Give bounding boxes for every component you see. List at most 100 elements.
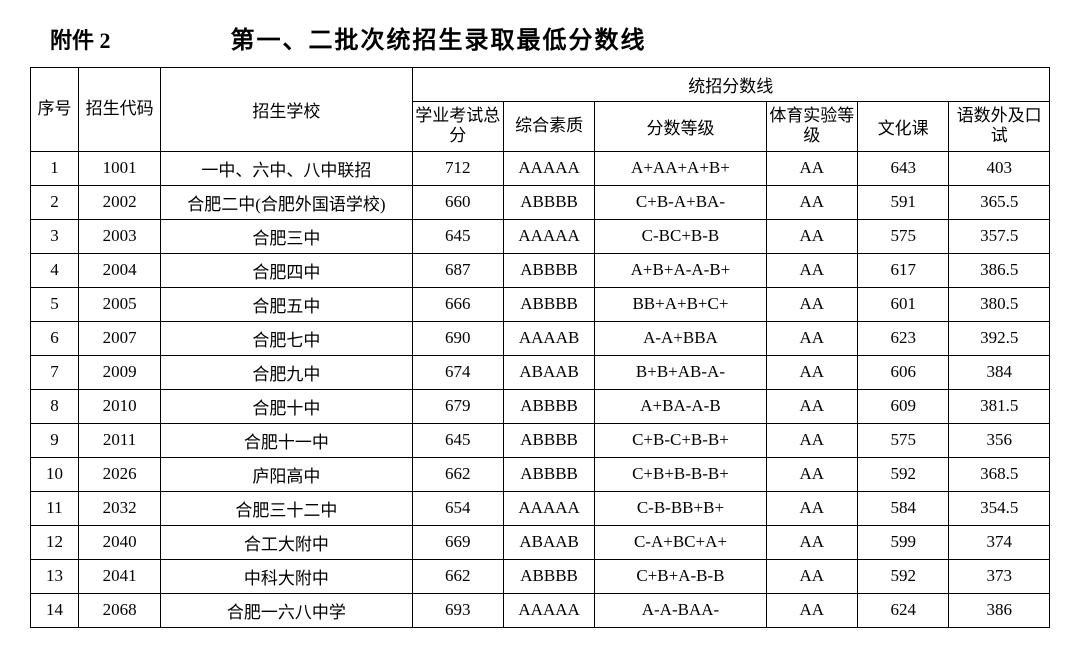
cell-lang: 354.5 bbox=[949, 491, 1050, 525]
cell-lang: 384 bbox=[949, 355, 1050, 389]
cell-total: 693 bbox=[412, 593, 503, 627]
cell-code: 2032 bbox=[78, 491, 160, 525]
cell-total: 654 bbox=[412, 491, 503, 525]
cell-school: 合肥一六八中学 bbox=[161, 593, 412, 627]
cell-quality: ABBBB bbox=[503, 457, 594, 491]
cell-quality: ABBBB bbox=[503, 389, 594, 423]
cell-pe: AA bbox=[766, 253, 857, 287]
cell-culture: 599 bbox=[858, 525, 949, 559]
cell-total: 679 bbox=[412, 389, 503, 423]
cell-school: 合肥十中 bbox=[161, 389, 412, 423]
cell-code: 2026 bbox=[78, 457, 160, 491]
table-row: 42004合肥四中687ABBBBA+B+A-A-B+AA617386.5 bbox=[31, 253, 1050, 287]
cell-total: 674 bbox=[412, 355, 503, 389]
cell-seq: 14 bbox=[31, 593, 79, 627]
attachment-label: 附件 2 bbox=[50, 23, 111, 55]
cell-code: 2041 bbox=[78, 559, 160, 593]
cell-school: 合肥七中 bbox=[161, 321, 412, 355]
cell-grade: C+B-C+B-B+ bbox=[595, 423, 766, 457]
cell-quality: ABBBB bbox=[503, 287, 594, 321]
cell-lang: 392.5 bbox=[949, 321, 1050, 355]
cell-pe: AA bbox=[766, 457, 857, 491]
cell-quality: ABBBB bbox=[503, 423, 594, 457]
cell-total: 660 bbox=[412, 185, 503, 219]
cell-code: 2002 bbox=[78, 185, 160, 219]
cell-pe: AA bbox=[766, 423, 857, 457]
cell-culture: 575 bbox=[858, 423, 949, 457]
table-row: 52005合肥五中666ABBBBBB+A+B+C+AA601380.5 bbox=[31, 287, 1050, 321]
table-row: 112032合肥三十二中654AAAAAC-B-BB+B+AA584354.5 bbox=[31, 491, 1050, 525]
cell-total: 687 bbox=[412, 253, 503, 287]
cell-culture: 584 bbox=[858, 491, 949, 525]
cell-total: 666 bbox=[412, 287, 503, 321]
cell-code: 2011 bbox=[78, 423, 160, 457]
cell-quality: AAAAA bbox=[503, 593, 594, 627]
cell-grade: C+B+A-B-B bbox=[595, 559, 766, 593]
cell-pe: AA bbox=[766, 185, 857, 219]
cell-lang: 374 bbox=[949, 525, 1050, 559]
cell-seq: 12 bbox=[31, 525, 79, 559]
cell-grade: B+B+AB-A- bbox=[595, 355, 766, 389]
col-code-header: 招生代码 bbox=[78, 68, 160, 152]
cell-school: 合肥二中(合肥外国语学校) bbox=[161, 185, 412, 219]
col-pe-header: 体育实验等级 bbox=[766, 102, 857, 152]
cell-grade: BB+A+B+C+ bbox=[595, 287, 766, 321]
cell-culture: 624 bbox=[858, 593, 949, 627]
table-row: 72009合肥九中674ABAABB+B+AB-A-AA606384 bbox=[31, 355, 1050, 389]
col-total-header: 学业考试总分 bbox=[412, 102, 503, 152]
cell-quality: ABBBB bbox=[503, 559, 594, 593]
cell-code: 2009 bbox=[78, 355, 160, 389]
cell-seq: 3 bbox=[31, 219, 79, 253]
cell-total: 712 bbox=[412, 151, 503, 185]
cell-pe: AA bbox=[766, 491, 857, 525]
cell-seq: 11 bbox=[31, 491, 79, 525]
cell-seq: 6 bbox=[31, 321, 79, 355]
cell-total: 690 bbox=[412, 321, 503, 355]
cell-lang: 386.5 bbox=[949, 253, 1050, 287]
cell-lang: 356 bbox=[949, 423, 1050, 457]
cell-school: 合肥九中 bbox=[161, 355, 412, 389]
cell-grade: A+BA-A-B bbox=[595, 389, 766, 423]
table-row: 32003合肥三中645AAAAAC-BC+B-BAA575357.5 bbox=[31, 219, 1050, 253]
cell-culture: 591 bbox=[858, 185, 949, 219]
table-row: 122040合工大附中669ABAABC-A+BC+A+AA599374 bbox=[31, 525, 1050, 559]
cell-culture: 575 bbox=[858, 219, 949, 253]
cell-lang: 357.5 bbox=[949, 219, 1050, 253]
cell-code: 2004 bbox=[78, 253, 160, 287]
cell-culture: 643 bbox=[858, 151, 949, 185]
col-school-header: 招生学校 bbox=[161, 68, 412, 152]
cell-culture: 601 bbox=[858, 287, 949, 321]
cell-culture: 592 bbox=[858, 457, 949, 491]
cell-grade: C+B+B-B-B+ bbox=[595, 457, 766, 491]
cell-lang: 386 bbox=[949, 593, 1050, 627]
table-row: 11001一中、六中、八中联招712AAAAAA+AA+A+B+AA643403 bbox=[31, 151, 1050, 185]
cell-code: 1001 bbox=[78, 151, 160, 185]
cell-pe: AA bbox=[766, 287, 857, 321]
cell-lang: 365.5 bbox=[949, 185, 1050, 219]
cell-school: 一中、六中、八中联招 bbox=[161, 151, 412, 185]
cell-quality: AAAAA bbox=[503, 219, 594, 253]
cell-quality: AAAAA bbox=[503, 151, 594, 185]
cell-culture: 606 bbox=[858, 355, 949, 389]
cell-lang: 373 bbox=[949, 559, 1050, 593]
cell-total: 662 bbox=[412, 457, 503, 491]
cell-pe: AA bbox=[766, 151, 857, 185]
col-seq-header: 序号 bbox=[31, 68, 79, 152]
cell-grade: C+B-A+BA- bbox=[595, 185, 766, 219]
cell-grade: C-B-BB+B+ bbox=[595, 491, 766, 525]
table-row: 142068合肥一六八中学693AAAAAA-A-BAA-AA624386 bbox=[31, 593, 1050, 627]
cell-seq: 4 bbox=[31, 253, 79, 287]
cell-pe: AA bbox=[766, 525, 857, 559]
cell-pe: AA bbox=[766, 321, 857, 355]
cell-seq: 10 bbox=[31, 457, 79, 491]
cell-lang: 380.5 bbox=[949, 287, 1050, 321]
cell-seq: 2 bbox=[31, 185, 79, 219]
cell-school: 合肥五中 bbox=[161, 287, 412, 321]
cell-seq: 8 bbox=[31, 389, 79, 423]
cell-lang: 381.5 bbox=[949, 389, 1050, 423]
col-lang-header: 语数外及口试 bbox=[949, 102, 1050, 152]
cell-pe: AA bbox=[766, 559, 857, 593]
cell-pe: AA bbox=[766, 219, 857, 253]
cell-culture: 617 bbox=[858, 253, 949, 287]
cell-lang: 403 bbox=[949, 151, 1050, 185]
